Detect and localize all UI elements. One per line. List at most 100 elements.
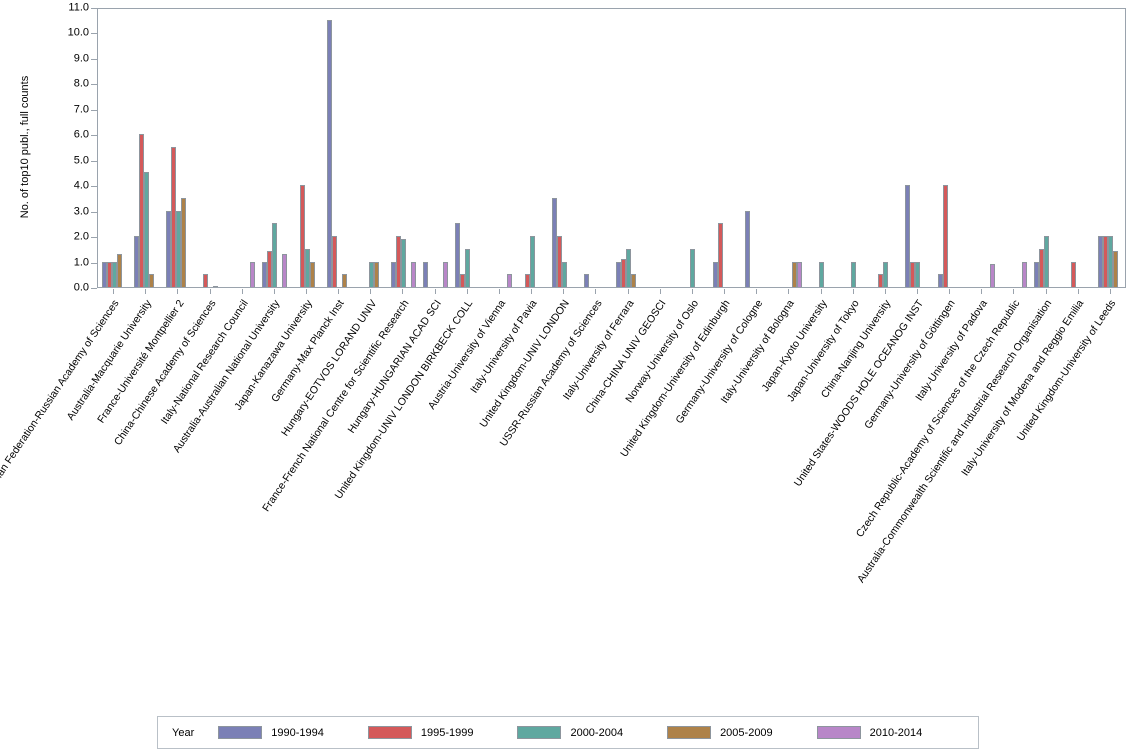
- x-tick-mark: [434, 289, 436, 294]
- y-tick-mark: [91, 84, 97, 86]
- legend-swatch: [667, 726, 712, 739]
- bar-group: [870, 9, 902, 287]
- bar: [368, 261, 374, 287]
- bar-group: [323, 9, 355, 287]
- legend-label: 1995-1999: [420, 726, 474, 739]
- bar-group: [1031, 9, 1063, 287]
- bar: [460, 274, 466, 287]
- bar: [524, 274, 530, 287]
- bar: [529, 236, 535, 287]
- x-tick-mark: [563, 289, 565, 294]
- bar: [143, 172, 149, 287]
- bar-group: [516, 9, 548, 287]
- bar-group: [227, 9, 259, 287]
- legend-swatch: [367, 726, 412, 739]
- x-tick-label: Italy-University of Modena and Reggio Em…: [959, 297, 1087, 479]
- x-tick-mark: [402, 289, 404, 294]
- bar-group: [420, 9, 452, 287]
- bar: [133, 236, 139, 287]
- legend-entry[interactable]: 2010-2014: [816, 726, 923, 739]
- y-tick-mark: [91, 288, 97, 289]
- y-tick-mark: [91, 135, 97, 137]
- bar: [400, 238, 406, 287]
- x-tick-mark: [1077, 289, 1079, 294]
- bar: [148, 274, 154, 287]
- bar: [165, 210, 171, 287]
- y-tick-label: 7.0: [73, 103, 89, 116]
- bar: [883, 261, 889, 287]
- legend-entry[interactable]: 2005-2009: [667, 726, 773, 739]
- bar: [717, 223, 723, 287]
- bar: [326, 19, 332, 287]
- bar-group: [484, 9, 516, 287]
- bar: [250, 261, 256, 287]
- bar: [878, 274, 884, 287]
- bar-group: [934, 9, 966, 287]
- x-tick-mark: [498, 289, 500, 294]
- x-tick-mark: [627, 289, 629, 294]
- y-tick-label: 8.0: [73, 77, 89, 90]
- y-tick-mark: [91, 109, 97, 111]
- bar: [106, 261, 112, 287]
- bar: [138, 134, 144, 287]
- bar: [744, 210, 750, 287]
- x-tick-mark: [145, 289, 147, 294]
- legend-swatch: [816, 726, 861, 739]
- bar: [819, 261, 825, 287]
- legend: Year 1990-1994 1995-1999 2000-2004 2005-200…: [157, 716, 979, 749]
- y-tick-mark: [91, 8, 97, 9]
- y-tick-mark: [91, 160, 97, 162]
- y-tick-label: 11.0: [68, 1, 89, 14]
- bar-group: [1095, 9, 1127, 287]
- bar: [282, 253, 288, 287]
- bar: [373, 261, 379, 287]
- y-tick-mark: [91, 186, 97, 188]
- bar-group: [548, 9, 580, 287]
- bar: [1021, 261, 1027, 287]
- x-tick-mark: [177, 289, 179, 294]
- plot-area: [97, 8, 1126, 288]
- x-tick-mark: [1109, 289, 1111, 294]
- y-tick-label: 3.0: [73, 205, 89, 218]
- bar-group: [194, 9, 226, 287]
- bar: [331, 236, 337, 287]
- x-tick-mark: [370, 289, 372, 294]
- bar: [1113, 251, 1119, 287]
- bar: [304, 248, 310, 287]
- bar-group: [773, 9, 805, 287]
- bar: [989, 264, 995, 287]
- bar: [1103, 236, 1109, 287]
- bar-group: [645, 9, 677, 287]
- legend-entry[interactable]: 1990-1994: [218, 726, 324, 739]
- bar: [262, 261, 268, 287]
- x-tick-mark: [788, 289, 790, 294]
- bar-group: [130, 9, 162, 287]
- bar: [910, 261, 916, 287]
- bar: [791, 261, 797, 287]
- x-tick-mark: [724, 289, 726, 294]
- y-tick-label: 6.0: [73, 128, 89, 141]
- bar-group: [98, 9, 130, 287]
- bar: [395, 236, 401, 287]
- legend-entry[interactable]: 1995-1999: [367, 726, 474, 739]
- legend-label: 2010-2014: [869, 726, 923, 739]
- x-tick-mark: [273, 289, 275, 294]
- bar: [937, 274, 943, 287]
- y-tick-label: 9.0: [73, 52, 89, 65]
- x-tick-mark: [306, 289, 308, 294]
- bar: [180, 197, 186, 287]
- x-tick-mark: [531, 289, 533, 294]
- bar-group: [966, 9, 998, 287]
- bar-group: [1063, 9, 1095, 287]
- x-tick-mark: [820, 289, 822, 294]
- legend-swatch: [218, 726, 263, 739]
- bar: [1039, 248, 1045, 287]
- bar: [583, 274, 589, 287]
- bar: [942, 185, 948, 287]
- bar: [410, 261, 416, 287]
- bar-group: [902, 9, 934, 287]
- x-tick-mark: [466, 289, 468, 294]
- x-tick-mark: [852, 289, 854, 294]
- legend-entry[interactable]: 2000-2004: [517, 726, 623, 739]
